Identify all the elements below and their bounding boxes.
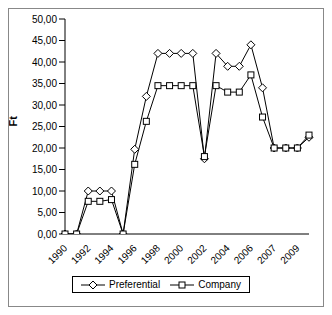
svg-text:0,00: 0,00 <box>38 229 58 240</box>
svg-text:1996: 1996 <box>115 242 139 266</box>
svg-text:1998: 1998 <box>139 242 163 266</box>
svg-text:2009: 2009 <box>278 242 302 266</box>
svg-text:30,00: 30,00 <box>32 100 57 111</box>
html-text:Preferential: Preferential <box>109 279 161 290</box>
svg-text:15,00: 15,00 <box>32 164 57 175</box>
svg-text:35,00: 35,00 <box>32 78 57 89</box>
svg-text:1990: 1990 <box>46 242 70 266</box>
svg-text:1992: 1992 <box>69 242 93 266</box>
svg-text:2004: 2004 <box>208 242 232 266</box>
svg-text:25,00: 25,00 <box>32 121 57 132</box>
html-text:Company: Company <box>198 279 241 290</box>
svg-text:40,00: 40,00 <box>32 57 57 68</box>
svg-text:10,00: 10,00 <box>32 186 57 197</box>
svg-text:5,00: 5,00 <box>38 207 58 218</box>
svg-text:2007: 2007 <box>255 242 279 266</box>
svg-text:20,00: 20,00 <box>32 143 57 154</box>
svg-text:2006: 2006 <box>232 242 256 266</box>
svg-text:1994: 1994 <box>92 242 116 266</box>
svg-text:2000: 2000 <box>162 242 186 266</box>
svg-text:45,00: 45,00 <box>32 35 57 46</box>
svg-text:Ft: Ft <box>9 116 19 127</box>
svg-text:2002: 2002 <box>185 242 209 266</box>
svg-text:50,00: 50,00 <box>32 14 57 25</box>
